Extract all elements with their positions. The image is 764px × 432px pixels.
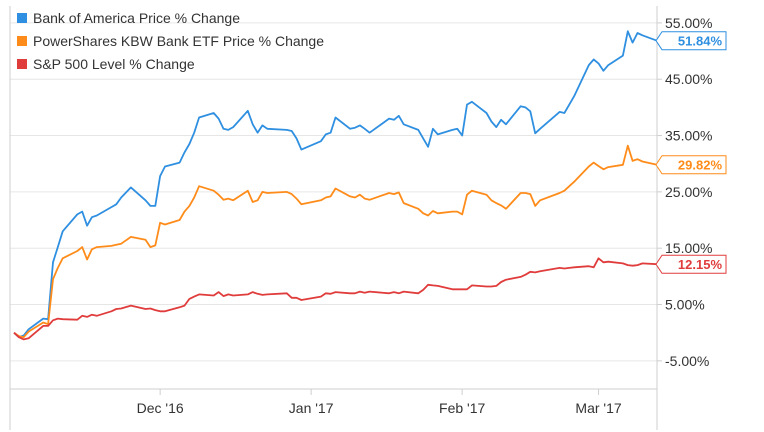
y-tick-label: 15.00% <box>665 240 712 256</box>
x-tick-label: Jan '17 <box>289 400 334 416</box>
end-label-1: 29.82% <box>655 155 727 175</box>
legend-swatch <box>17 13 27 23</box>
end-label-box <box>655 31 727 51</box>
y-tick-label: -5.00% <box>665 353 709 369</box>
end-label-box <box>655 254 727 274</box>
legend-label: Bank of America Price % Change <box>33 10 240 26</box>
end-label-2: 12.15% <box>655 254 727 274</box>
end-label-text: 12.15% <box>678 257 723 272</box>
end-label-text: 29.82% <box>678 158 723 173</box>
series-line-2 <box>13 257 658 341</box>
x-tick-label: Feb '17 <box>439 400 485 416</box>
axes: -5.00% 5.00% 15.00% 25.00% 35.00% 45.00% 55.00… <box>9 6 712 430</box>
x-tick-label: Mar '17 <box>575 400 621 416</box>
legend: Bank of America Price % Change PowerShare… <box>17 10 324 72</box>
series-lines <box>13 30 658 341</box>
legend-swatch <box>17 36 27 46</box>
series-line-1 <box>13 144 658 339</box>
y-tick-label: 55.00% <box>665 15 712 31</box>
end-label-0: 51.84% <box>655 31 727 51</box>
end-label-text: 51.84% <box>678 34 723 49</box>
y-tick-label: 35.00% <box>665 128 712 144</box>
legend-swatch <box>17 59 27 69</box>
grid-lines <box>10 22 657 362</box>
series-line-0 <box>13 30 658 339</box>
x-tick-label: Dec '16 <box>137 400 184 416</box>
legend-label: S&P 500 Level % Change <box>33 56 195 72</box>
y-tick-label: 5.00% <box>665 297 705 313</box>
end-label-box <box>655 155 727 175</box>
legend-label: PowerShares KBW Bank ETF Price % Change <box>33 33 324 49</box>
end-value-labels: 51.84% 29.82% 12.15% <box>655 31 727 274</box>
y-tick-label: 45.00% <box>665 71 712 87</box>
y-tick-label: 25.00% <box>665 184 712 200</box>
